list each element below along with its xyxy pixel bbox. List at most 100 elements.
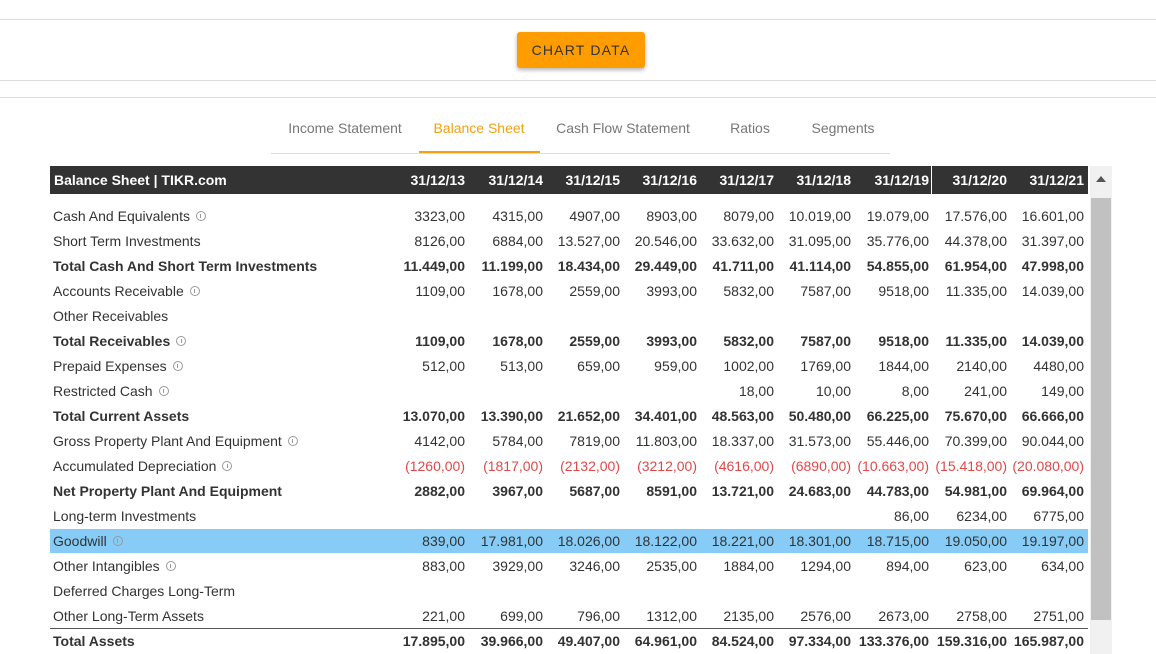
value-cell: 796,00: [577, 608, 620, 624]
value-cell: 10.019,00: [788, 208, 851, 224]
value-cell: 31.397,00: [1021, 233, 1084, 249]
row-label-text: Restricted Cash: [53, 383, 153, 399]
value-cell: 6775,00: [1033, 508, 1084, 524]
column-header: 31/12/13: [410, 172, 466, 188]
info-icon[interactable]: [172, 361, 183, 371]
value-cell: 44.783,00: [866, 483, 929, 499]
row-label-text: Deferred Charges Long-Term: [53, 583, 236, 599]
header-separator: [931, 166, 932, 194]
value-cell: 1109,00: [415, 283, 465, 299]
row-label-text: Other Receivables: [53, 308, 169, 324]
value-cell: 6884,00: [492, 233, 543, 249]
row-label[interactable]: Prepaid Expenses: [53, 354, 183, 379]
row-label[interactable]: Other Intangibles: [53, 554, 176, 579]
value-cell: 19.197,00: [1021, 533, 1084, 549]
value-cell: 34.401,00: [634, 408, 697, 424]
value-cell: 66.225,00: [866, 408, 929, 424]
value-cell: 839,00: [422, 533, 465, 549]
row-label[interactable]: Total Current Assets: [53, 404, 189, 429]
value-cell: 54.855,00: [866, 258, 929, 274]
value-cell: 47.998,00: [1021, 258, 1084, 274]
info-icon[interactable]: [176, 336, 187, 346]
divider: [0, 80, 1156, 81]
info-icon[interactable]: [222, 461, 233, 471]
scroll-thumb[interactable]: [1091, 198, 1111, 620]
row-label[interactable]: Accumulated Depreciation: [53, 454, 233, 479]
row-label-text: Accumulated Depreciation: [53, 458, 217, 474]
value-cell: 55.446,00: [866, 433, 929, 449]
value-cell: (1260,00): [405, 458, 465, 474]
row-label[interactable]: Other Receivables: [53, 304, 168, 329]
value-cell: 16.601,00: [1021, 208, 1084, 224]
info-icon[interactable]: [287, 436, 298, 446]
row-label[interactable]: Accounts Receivable: [53, 279, 200, 304]
value-cell: 18.221,00: [711, 533, 774, 549]
info-icon[interactable]: [112, 536, 123, 546]
tab-underline: [271, 153, 890, 154]
value-cell: 6234,00: [956, 508, 1007, 524]
value-cell: 5784,00: [492, 433, 543, 449]
value-cell: 221,00: [422, 608, 465, 624]
row-label-text: Total Assets: [53, 633, 135, 649]
value-cell: 1109,00: [415, 333, 465, 349]
value-cell: 69.964,00: [1021, 483, 1084, 499]
value-cell: 159.316,00: [936, 633, 1007, 649]
total-separator: [50, 628, 1088, 629]
tab[interactable]: Cash Flow Statement: [556, 120, 690, 136]
value-cell: 70.399,00: [944, 433, 1007, 449]
tab[interactable]: Segments: [811, 120, 875, 136]
row-label[interactable]: Cash And Equivalents: [53, 204, 206, 229]
value-cell: 3993,00: [646, 333, 697, 349]
info-icon[interactable]: [165, 561, 176, 571]
row-label-text: Total Receivables: [53, 333, 171, 349]
value-cell: 41.711,00: [712, 258, 774, 274]
value-cell: 133.376,00: [858, 633, 929, 649]
value-cell: 44.378,00: [944, 233, 1007, 249]
value-cell: 2673,00: [878, 608, 929, 624]
value-cell: 1678,00: [492, 333, 543, 349]
info-icon[interactable]: [189, 286, 200, 296]
table-header: [50, 166, 1088, 194]
row-label[interactable]: Goodwill: [53, 529, 123, 554]
row-label[interactable]: Deferred Charges Long-Term: [53, 579, 235, 604]
value-cell: 11.803,00: [635, 433, 697, 449]
divider: [0, 97, 1156, 98]
row-label[interactable]: Total Receivables: [53, 329, 187, 354]
row-label[interactable]: Gross Property Plant And Equipment: [53, 429, 298, 454]
value-cell: 2559,00: [569, 333, 620, 349]
row-label[interactable]: Total Cash And Short Term Investments: [53, 254, 317, 279]
info-icon[interactable]: [195, 211, 206, 221]
row-label[interactable]: Long-term Investments: [53, 504, 196, 529]
scroll-up-arrow[interactable]: [1096, 176, 1106, 182]
value-cell: 4907,00: [569, 208, 620, 224]
value-cell: 11.199,00: [481, 258, 543, 274]
value-cell: 2535,00: [646, 558, 697, 574]
row-label[interactable]: Net Property Plant And Equipment: [53, 479, 282, 504]
value-cell: (4616,00): [714, 458, 774, 474]
row-label[interactable]: Other Long-Term Assets: [53, 604, 204, 629]
value-cell: 20.546,00: [634, 233, 697, 249]
value-cell: 3967,00: [492, 483, 543, 499]
row-label[interactable]: Total Assets: [53, 629, 135, 654]
value-cell: 11.449,00: [403, 258, 465, 274]
value-cell: 31.573,00: [788, 433, 851, 449]
value-cell: 17.576,00: [944, 208, 1007, 224]
row-label-text: Accounts Receivable: [53, 283, 184, 299]
value-cell: (20.080,00): [1012, 458, 1084, 474]
value-cell: (15.418,00): [935, 458, 1007, 474]
value-cell: 149,00: [1041, 383, 1084, 399]
info-icon[interactable]: [158, 386, 169, 396]
value-cell: 5687,00: [569, 483, 620, 499]
tab[interactable]: Income Statement: [288, 120, 402, 136]
value-cell: 2135,00: [723, 608, 774, 624]
value-cell: 165.987,00: [1013, 633, 1084, 649]
chart-data-button[interactable]: CHART DATA: [517, 32, 645, 68]
row-label[interactable]: Short Term Investments: [53, 229, 201, 254]
value-cell: 39.966,00: [480, 633, 543, 649]
tab[interactable]: Balance Sheet: [433, 120, 525, 136]
row-label[interactable]: Restricted Cash: [53, 379, 169, 404]
value-cell: 1312,00: [646, 608, 697, 624]
value-cell: (6890,00): [791, 458, 851, 474]
tab[interactable]: Ratios: [730, 120, 770, 136]
value-cell: 75.670,00: [944, 408, 1007, 424]
